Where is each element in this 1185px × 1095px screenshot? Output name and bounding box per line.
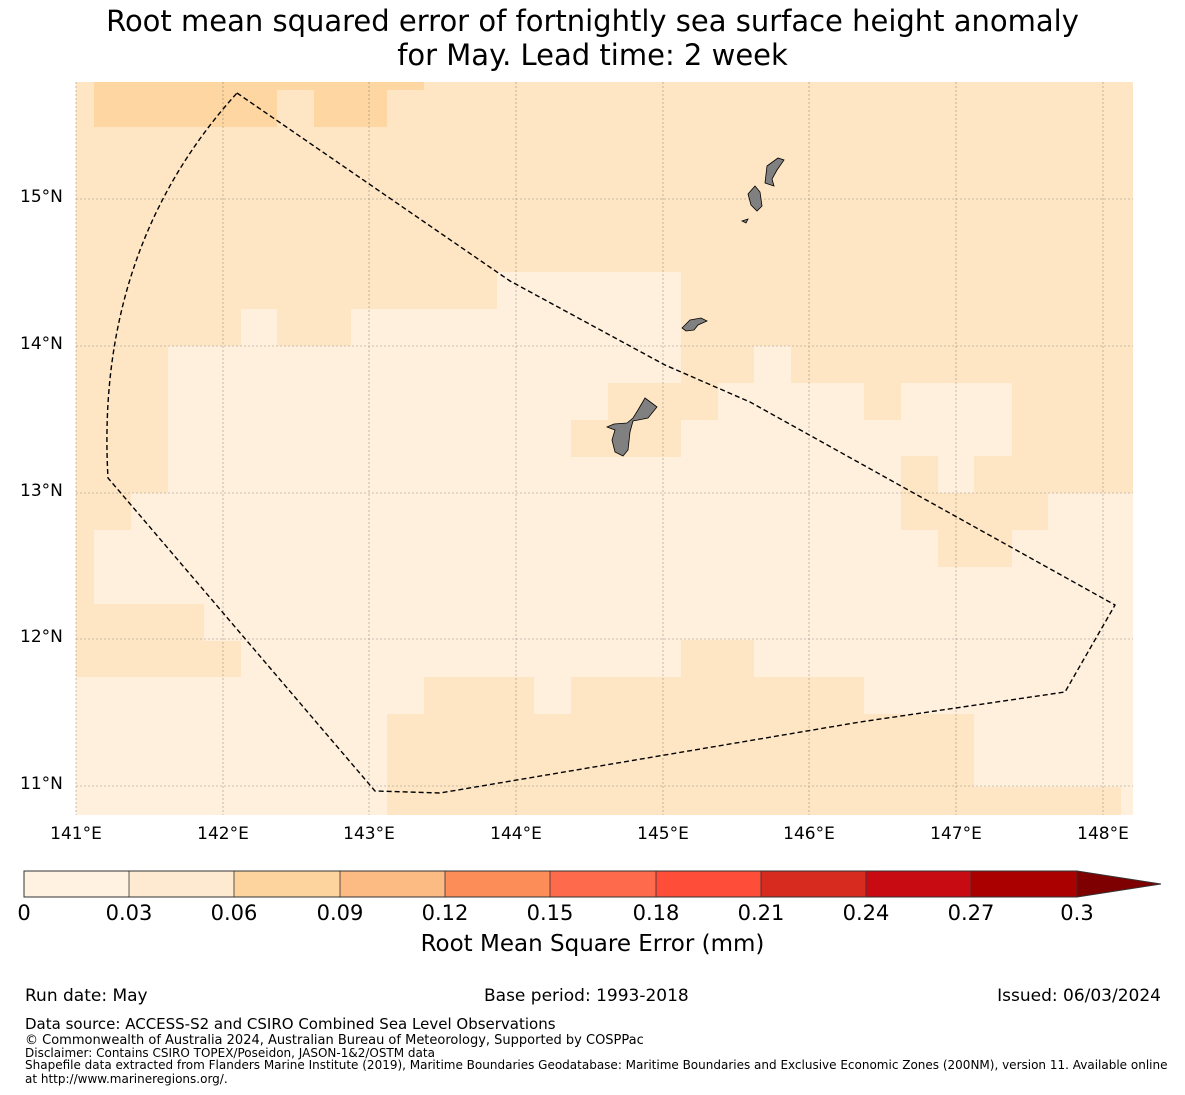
lat-label-15n: 15°N bbox=[20, 187, 63, 207]
lon-label-148e: 148°E bbox=[1077, 824, 1129, 844]
lat-label-14n: 14°N bbox=[20, 334, 63, 354]
island-tinian bbox=[747, 185, 763, 212]
colorbar-tick: 0.06 bbox=[210, 901, 258, 925]
lon-label-147e: 147°E bbox=[930, 824, 982, 844]
lon-label-146e: 146°E bbox=[783, 824, 835, 844]
disclaimer: Disclaimer: Contains CSIRO TOPEX/Poseido… bbox=[25, 1046, 435, 1060]
colorbar bbox=[23, 870, 1162, 898]
lat-label-13n: 13°N bbox=[20, 481, 63, 501]
eez-boundary bbox=[106, 92, 1116, 794]
colorbar-tick: 0.09 bbox=[316, 901, 364, 925]
lon-label-143e: 143°E bbox=[343, 824, 395, 844]
colorbar-tick: 0.21 bbox=[737, 901, 785, 925]
lon-label-142e: 142°E bbox=[197, 824, 249, 844]
data-source: Data source: ACCESS-S2 and CSIRO Combine… bbox=[25, 1015, 556, 1033]
base-period: Base period: 1993-2018 bbox=[484, 986, 689, 1006]
islands bbox=[605, 157, 785, 457]
colorbar-extend-arrow bbox=[1077, 871, 1161, 897]
island-aguijan bbox=[740, 218, 749, 224]
lon-label-144e: 144°E bbox=[490, 824, 542, 844]
run-date: Run date: May bbox=[25, 986, 148, 1006]
colorbar-tick: 0 bbox=[17, 901, 31, 925]
colorbar-tick: 0.18 bbox=[632, 901, 680, 925]
colorbar-title: Root Mean Square Error (mm) bbox=[420, 931, 765, 957]
rmse-field-dark bbox=[94, 82, 424, 127]
copyright: © Commonwealth of Australia 2024, Austra… bbox=[25, 1033, 644, 1048]
issued-date: Issued: 06/03/2024 bbox=[997, 986, 1161, 1006]
lon-label-145e: 145°E bbox=[637, 824, 689, 844]
colorbar-tick: 0.15 bbox=[526, 901, 574, 925]
shapefile-credit-line2: at http://www.marineregions.org/. bbox=[25, 1072, 228, 1086]
chart-title-line2: for May. Lead time: 2 week bbox=[397, 38, 788, 72]
colorbar-tick: 0.03 bbox=[105, 901, 153, 925]
island-saipan bbox=[764, 157, 785, 187]
shapefile-credit-line1: Shapefile data extracted from Flanders M… bbox=[25, 1058, 1168, 1072]
colorbar-tick: 0.27 bbox=[947, 901, 995, 925]
island-guam bbox=[605, 397, 658, 457]
graticule bbox=[75, 82, 1133, 815]
colorbar-tick: 0.12 bbox=[421, 901, 469, 925]
chart-title-line1: Root mean squared error of fortnightly s… bbox=[106, 4, 1079, 38]
colorbar-tick: 0.24 bbox=[842, 901, 890, 925]
lat-label-12n: 12°N bbox=[20, 627, 63, 647]
lon-label-141e: 141°E bbox=[50, 824, 102, 844]
lat-label-11n: 11°N bbox=[20, 774, 63, 794]
island-rota bbox=[681, 317, 708, 332]
colorbar-tick: 0.3 bbox=[1060, 901, 1094, 925]
